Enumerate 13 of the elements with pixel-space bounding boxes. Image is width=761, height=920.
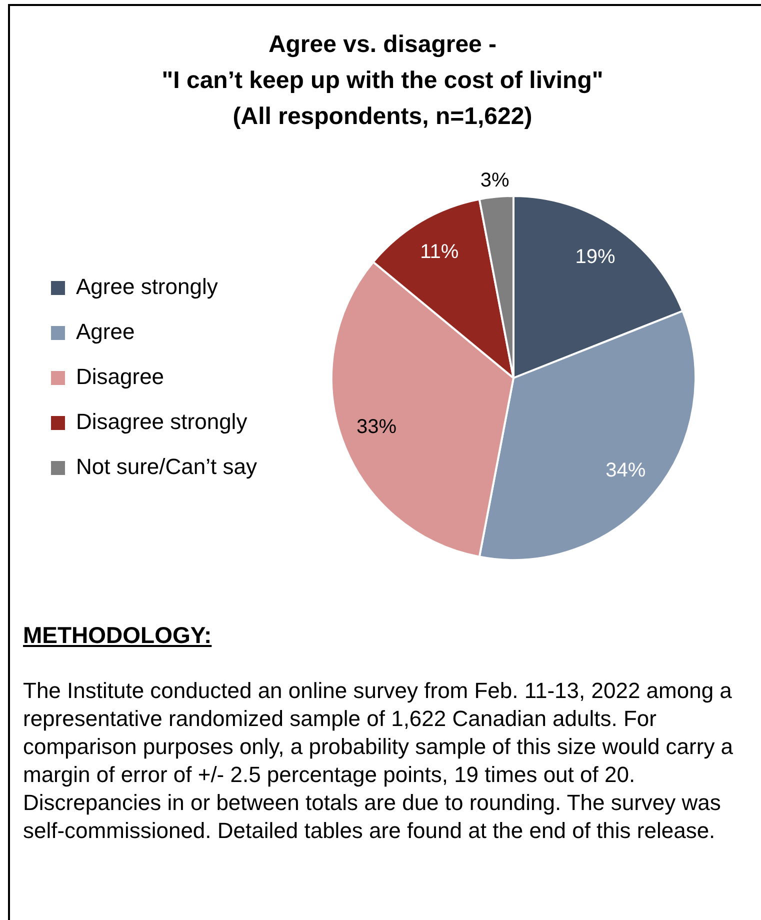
data-label: 11% [420, 241, 459, 264]
legend-label: Disagree strongly [76, 409, 248, 434]
data-label: 33% [356, 416, 397, 438]
legend-label: Not sure/Can’t say [76, 454, 257, 480]
legend-label: Agree strongly [76, 274, 218, 300]
data-label: 3% [480, 169, 510, 192]
chart-title: Agree vs. disagree - "I can’t keep up with the cost of living" (All respondents, n=1,622) [160, 30, 604, 132]
legend-label: Agree [76, 319, 135, 344]
data-label: 34% [606, 459, 646, 482]
text: METHODOLOGY: [23, 621, 212, 649]
data-label: 19% [575, 246, 616, 268]
legend-label: Disagree [76, 364, 164, 390]
text: The Institute conducted an online survey from Feb. 11-13, 2022 among a representative randomized sample of 1,622 Canadian adults. For comparison purposes only, a probability sample of this size would carry a margin of error of +/- 2.5 percentage points, 19 times out of 20. Discrepancies in or between totals are due to rounding. The survey was self-commissioned. Detailed tables are found at the end of this release. [23, 677, 734, 845]
